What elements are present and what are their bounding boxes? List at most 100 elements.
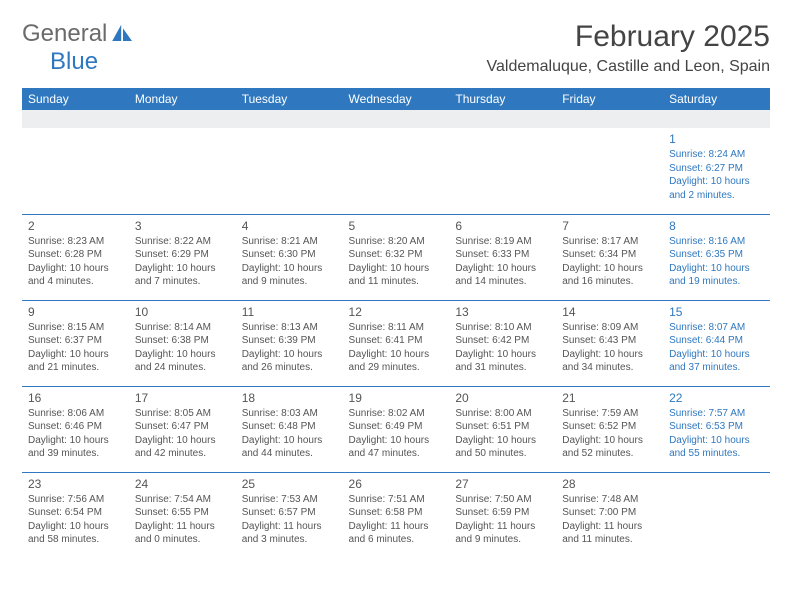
logo: General Blue (22, 20, 134, 76)
day-info: Sunrise: 7:48 AMSunset: 7:00 PMDaylight:… (562, 493, 657, 547)
day-cell: 18Sunrise: 8:03 AMSunset: 6:48 PMDayligh… (236, 386, 343, 472)
day-cell: 8Sunrise: 8:16 AMSunset: 6:35 PMDaylight… (663, 214, 770, 300)
day-cell: 11 Sunrise: 8:13 AMSunset: 6:39 PMDayligh… (236, 300, 343, 386)
day-header: Saturday (663, 88, 770, 110)
day-cell (449, 128, 556, 214)
day-cell (556, 128, 663, 214)
day-number: 3 (135, 219, 230, 233)
day-cell: 3 Sunrise: 8:22 AMSunset: 6:29 PMDaylight… (129, 214, 236, 300)
day-info: Sunrise: 8:05 AMSunset: 6:47 PMDaylight:… (135, 407, 230, 461)
day-number: 8 (669, 219, 764, 233)
day-cell: 17 Sunrise: 8:05 AMSunset: 6:47 PMDayligh… (129, 386, 236, 472)
day-number: 5 (349, 219, 444, 233)
day-cell: 20Sunrise: 8:00 AMSunset: 6:51 PMDayligh… (449, 386, 556, 472)
day-info: Sunrise: 7:50 AMSunset: 6:59 PMDaylight:… (455, 493, 550, 547)
day-info: Sunrise: 8:19 AMSunset: 6:33 PMDaylight:… (455, 235, 550, 289)
day-info: Sunrise: 7:59 AMSunset: 6:52 PMDaylight:… (562, 407, 657, 461)
day-number: 21 (562, 391, 657, 405)
day-cell (22, 128, 129, 214)
day-header: Tuesday (236, 88, 343, 110)
day-cell: 9Sunrise: 8:15 AMSunset: 6:37 PMDaylight… (22, 300, 129, 386)
day-cell: 27 Sunrise: 7:50 AMSunset: 6:59 PMDayligh… (449, 472, 556, 558)
day-info: Sunrise: 8:14 AMSunset: 6:38 PMDaylight:… (135, 321, 230, 375)
week-row: 23 Sunrise: 7:56 AMSunset: 6:54 PMDayligh… (22, 472, 770, 558)
day-number: 1 (669, 132, 764, 146)
day-number: 11 (242, 305, 337, 319)
day-info: Sunrise: 8:13 AMSunset: 6:39 PMDaylight:… (242, 321, 337, 375)
day-info: Sunrise: 8:20 AMSunset: 6:32 PMDaylight:… (349, 235, 444, 289)
day-number: 14 (562, 305, 657, 319)
day-info: Sunrise: 8:07 AMSunset: 6:44 PMDaylight:… (669, 321, 764, 375)
day-cell: 2 Sunrise: 8:23 AMSunset: 6:28 PMDaylight… (22, 214, 129, 300)
day-header: Monday (129, 88, 236, 110)
day-number: 10 (135, 305, 230, 319)
logo-sail-icon (112, 23, 134, 41)
day-number: 28 (562, 477, 657, 491)
day-number: 12 (349, 305, 444, 319)
day-cell: 10 Sunrise: 8:14 AMSunset: 6:38 PMDayligh… (129, 300, 236, 386)
day-number: 4 (242, 219, 337, 233)
calendar-body: 1 Sunrise: 8:24 AMSunset: 6:27 PMDaylight… (22, 110, 770, 558)
day-number: 9 (28, 305, 123, 319)
day-info: Sunrise: 7:51 AMSunset: 6:58 PMDaylight:… (349, 493, 444, 547)
week-row: 16 Sunrise: 8:06 AMSunset: 6:46 PMDayligh… (22, 386, 770, 472)
title-block: February 2025 Valdemaluque, Castille and… (487, 20, 770, 76)
day-header: Sunday (22, 88, 129, 110)
day-info: Sunrise: 8:21 AMSunset: 6:30 PMDaylight:… (242, 235, 337, 289)
day-number: 23 (28, 477, 123, 491)
logo-text-block: General Blue (22, 20, 134, 76)
day-number: 25 (242, 477, 337, 491)
day-cell: 15 Sunrise: 8:07 AMSunset: 6:44 PMDayligh… (663, 300, 770, 386)
day-number: 17 (135, 391, 230, 405)
calendar-table: SundayMondayTuesdayWednesdayThursdayFrid… (22, 88, 770, 558)
day-cell: 21 Sunrise: 7:59 AMSunset: 6:52 PMDayligh… (556, 386, 663, 472)
day-number: 16 (28, 391, 123, 405)
day-info: Sunrise: 8:03 AMSunset: 6:48 PMDaylight:… (242, 407, 337, 461)
day-header: Friday (556, 88, 663, 110)
day-info: Sunrise: 8:22 AMSunset: 6:29 PMDaylight:… (135, 235, 230, 289)
week-row: 9Sunrise: 8:15 AMSunset: 6:37 PMDaylight… (22, 300, 770, 386)
day-cell: 25 Sunrise: 7:53 AMSunset: 6:57 PMDayligh… (236, 472, 343, 558)
day-number: 7 (562, 219, 657, 233)
header: General Blue February 2025 Valdemaluque,… (22, 20, 770, 76)
day-info: Sunrise: 8:24 AMSunset: 6:27 PMDaylight:… (669, 148, 764, 202)
day-info: Sunrise: 8:10 AMSunset: 6:42 PMDaylight:… (455, 321, 550, 375)
day-info: Sunrise: 8:11 AMSunset: 6:41 PMDaylight:… (349, 321, 444, 375)
day-cell: 14 Sunrise: 8:09 AMSunset: 6:43 PMDayligh… (556, 300, 663, 386)
day-number: 26 (349, 477, 444, 491)
week-row: 1 Sunrise: 8:24 AMSunset: 6:27 PMDaylight… (22, 128, 770, 214)
day-cell (343, 128, 450, 214)
day-info: Sunrise: 8:06 AMSunset: 6:46 PMDaylight:… (28, 407, 123, 461)
day-info: Sunrise: 8:09 AMSunset: 6:43 PMDaylight:… (562, 321, 657, 375)
day-cell: 5 Sunrise: 8:20 AMSunset: 6:32 PMDaylight… (343, 214, 450, 300)
week-row: 2 Sunrise: 8:23 AMSunset: 6:28 PMDaylight… (22, 214, 770, 300)
day-number: 22 (669, 391, 764, 405)
logo-line1: General (22, 20, 107, 47)
day-number: 15 (669, 305, 764, 319)
day-number: 24 (135, 477, 230, 491)
day-cell: 22Sunrise: 7:57 AMSunset: 6:53 PMDayligh… (663, 386, 770, 472)
day-cell: 1 Sunrise: 8:24 AMSunset: 6:27 PMDaylight… (663, 128, 770, 214)
day-number: 13 (455, 305, 550, 319)
day-info: Sunrise: 8:23 AMSunset: 6:28 PMDaylight:… (28, 235, 123, 289)
day-cell: 7 Sunrise: 8:17 AMSunset: 6:34 PMDaylight… (556, 214, 663, 300)
day-number: 27 (455, 477, 550, 491)
location: Valdemaluque, Castille and Leon, Spain (487, 58, 770, 76)
day-header: Wednesday (343, 88, 450, 110)
day-cell (129, 128, 236, 214)
day-cell: 28 Sunrise: 7:48 AMSunset: 7:00 PMDayligh… (556, 472, 663, 558)
day-header-row: SundayMondayTuesdayWednesdayThursdayFrid… (22, 88, 770, 110)
day-info: Sunrise: 7:53 AMSunset: 6:57 PMDaylight:… (242, 493, 337, 547)
day-number: 19 (349, 391, 444, 405)
blank-row (22, 110, 770, 128)
day-cell: 13 Sunrise: 8:10 AMSunset: 6:42 PMDayligh… (449, 300, 556, 386)
day-cell: 26 Sunrise: 7:51 AMSunset: 6:58 PMDayligh… (343, 472, 450, 558)
day-info: Sunrise: 7:54 AMSunset: 6:55 PMDaylight:… (135, 493, 230, 547)
day-number: 2 (28, 219, 123, 233)
day-cell: 19 Sunrise: 8:02 AMSunset: 6:49 PMDayligh… (343, 386, 450, 472)
day-info: Sunrise: 7:56 AMSunset: 6:54 PMDaylight:… (28, 493, 123, 547)
day-cell: 24 Sunrise: 7:54 AMSunset: 6:55 PMDayligh… (129, 472, 236, 558)
day-info: Sunrise: 8:02 AMSunset: 6:49 PMDaylight:… (349, 407, 444, 461)
logo-line2: Blue (50, 48, 98, 75)
day-info: Sunrise: 8:17 AMSunset: 6:34 PMDaylight:… (562, 235, 657, 289)
